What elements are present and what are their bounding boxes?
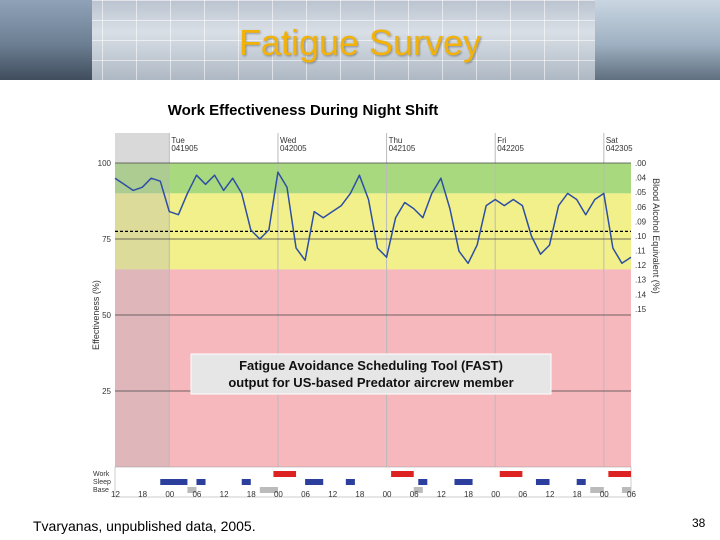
day-date: 042005 (280, 144, 307, 153)
day-date: 042105 (389, 144, 416, 153)
schedule-bar (499, 471, 523, 477)
x-tick-label: 00 (491, 490, 500, 499)
day-date: 042305 (606, 144, 633, 153)
y-tick-label: 100 (98, 159, 112, 168)
citation: Tvaryanas, unpublished data, 2005. (33, 518, 256, 534)
bac-tick-label: .00 (635, 159, 647, 168)
day-label: Wed (280, 136, 296, 145)
bac-tick-label: .12 (635, 261, 647, 270)
chart-svg: Work Effectiveness During Night Shift Tue… (91, 102, 661, 499)
schedule-bar (621, 487, 631, 493)
y-tick-label: 25 (102, 387, 111, 396)
schedule-bar (187, 487, 197, 493)
schedule-bar (535, 479, 550, 485)
schedule-bar (454, 479, 473, 485)
x-tick-label: 00 (600, 490, 609, 499)
day-label: Fri (497, 136, 507, 145)
x-tick-label: 18 (138, 490, 147, 499)
fast-chart: Work Effectiveness During Night Shift Tue… (63, 90, 664, 510)
effectiveness-line (114, 171, 632, 265)
day-label: Sat (606, 136, 619, 145)
schedule-bar (196, 479, 206, 485)
x-tick-label: 00 (383, 490, 392, 499)
annotation-line-2: output for US-based Predator aircrew mem… (228, 375, 513, 390)
schedule-bar (345, 479, 355, 485)
schedule-bar (273, 471, 297, 477)
row-label: Base (93, 487, 109, 494)
schedule-bar (391, 471, 414, 477)
x-tick-label: 06 (518, 490, 527, 499)
header-shade (115, 133, 170, 163)
x-tick-label: 18 (247, 490, 256, 499)
bac-tick-label: .05 (635, 188, 647, 197)
schedule-bar (241, 479, 251, 485)
day-label: Tue (171, 136, 185, 145)
x-tick-label: 06 (627, 490, 636, 499)
schedule-bar (418, 479, 428, 485)
x-tick-label: 12 (437, 490, 446, 499)
x-tick-label: 18 (573, 490, 582, 499)
slide-title: Fatigue Survey (238, 22, 482, 63)
x-tick-label: 12 (220, 490, 229, 499)
annotation-line-1: Fatigue Avoidance Scheduling Tool (FAST) (239, 358, 503, 373)
bac-tick-label: .04 (635, 174, 647, 183)
bac-tick-label: .14 (635, 290, 647, 299)
x-tick-label: 12 (328, 490, 337, 499)
x-tick-label: 12 (546, 490, 555, 499)
aircraft-carrier-photo (0, 0, 92, 80)
y-tick-label: 50 (102, 311, 111, 320)
page-number: 38 (692, 516, 706, 530)
title-banner: Fatigue Survey (0, 0, 720, 80)
schedule-bar (576, 479, 586, 485)
x-tick-label: 06 (192, 490, 201, 499)
schedule-bar (160, 479, 188, 485)
row-label: Sleep (93, 479, 111, 486)
bac-tick-label: .06 (635, 203, 647, 212)
bac-tick-label: .13 (635, 276, 647, 285)
bac-tick-label: .10 (635, 232, 647, 241)
annotation-box (190, 353, 552, 395)
chart-title: Work Effectiveness During Night Shift (168, 102, 439, 119)
day-date: 042205 (497, 144, 524, 153)
x-tick-label: 06 (301, 490, 310, 499)
x-tick-label: 18 (464, 490, 473, 499)
y-tick-label: 75 (102, 235, 111, 244)
schedule-bar (608, 471, 631, 477)
y2-axis-label: Blood Alcohol Equivalent (%) (651, 178, 661, 294)
x-tick-label: 00 (274, 490, 283, 499)
x-tick-label: 12 (111, 490, 120, 499)
day-label: Thu (389, 136, 403, 145)
schedule-bar (305, 479, 324, 485)
schedule-bar (413, 487, 423, 493)
x-tick-label: 18 (355, 490, 364, 499)
row-label: Work (93, 471, 110, 478)
bac-tick-label: .11 (635, 247, 646, 256)
zone-green (115, 163, 631, 194)
schedule-bar (590, 487, 604, 493)
bac-tick-label: .09 (635, 217, 647, 226)
day-date: 041905 (171, 144, 198, 153)
bac-tick-label: .15 (635, 305, 647, 314)
x-tick-label: 00 (165, 490, 174, 499)
y-axis-label: Effectiveness (%) (91, 280, 101, 350)
schedule-bar (259, 487, 278, 493)
warship-photo (595, 0, 720, 80)
x-tick-label: 06 (410, 490, 419, 499)
